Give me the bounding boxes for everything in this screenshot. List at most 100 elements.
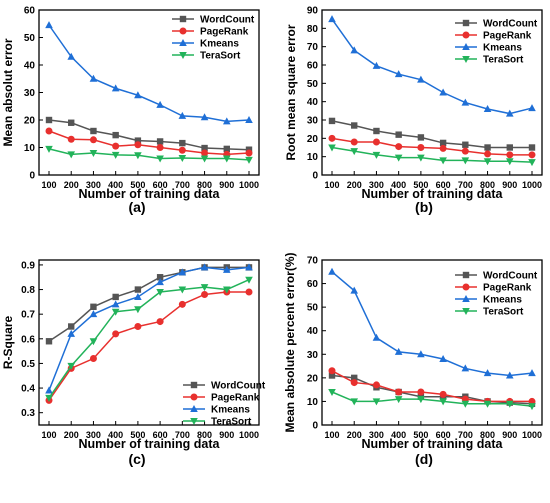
data-point-wordcount — [351, 374, 358, 382]
x-tick-label: 700 — [458, 430, 473, 440]
y-tick-label: 60 — [307, 61, 319, 72]
legend-swatch-marker — [190, 405, 198, 412]
data-point-kmeans — [417, 350, 425, 358]
x-tick-label: 200 — [347, 430, 362, 440]
data-point-wordcount — [134, 137, 142, 144]
data-point-terasort — [439, 398, 447, 406]
data-point-wordcount — [201, 144, 208, 152]
x-tick-label: 600 — [153, 180, 168, 190]
x-tick-label: 400 — [391, 180, 406, 190]
data-point-kmeans — [67, 52, 76, 60]
data-point-wordcount — [179, 139, 186, 147]
data-point-pagerank — [417, 144, 425, 151]
data-point-kmeans — [156, 100, 164, 108]
y-tick-label: 90 — [307, 6, 319, 17]
data-point-wordcount — [68, 323, 75, 330]
legend-label: Kmeans — [211, 405, 250, 416]
data-point-terasort — [372, 151, 381, 159]
data-point-terasort — [45, 145, 53, 153]
data-point-wordcount — [112, 131, 119, 139]
y-tick-label: 70 — [307, 256, 319, 267]
legend-label: TeraSort — [483, 307, 524, 318]
data-point-wordcount — [90, 127, 97, 135]
data-point-kmeans — [134, 292, 142, 300]
data-point-pagerank — [350, 379, 358, 387]
data-point-kmeans — [178, 268, 187, 276]
data-point-pagerank — [178, 146, 186, 154]
x-tick-label: 700 — [175, 180, 190, 190]
x-tick-label: 800 — [480, 430, 495, 440]
data-point-wordcount — [395, 131, 402, 138]
y-axis-label: R-Square — [1, 316, 15, 370]
data-point-pagerank — [134, 141, 142, 149]
x-tick-label: 200 — [347, 180, 362, 190]
data-point-wordcount — [156, 138, 164, 145]
data-point-kmeans — [394, 347, 403, 355]
legend-swatch-marker — [190, 418, 198, 425]
y-tick-label: 30 — [307, 350, 319, 361]
legend-label: TeraSort — [211, 417, 252, 428]
data-point-kmeans — [461, 98, 470, 106]
data-point-terasort — [417, 396, 425, 404]
y-tick-label: 0.5 — [21, 359, 35, 370]
y-tick-label: 20 — [307, 134, 319, 145]
x-tick-label: 800 — [480, 180, 495, 190]
data-point-kmeans — [111, 84, 120, 92]
data-point-kmeans — [45, 21, 53, 29]
data-point-pagerank — [439, 390, 447, 398]
y-tick-label: 50 — [307, 79, 319, 90]
y-tick-label: 0 — [312, 421, 318, 432]
legend-label: PageRank — [200, 27, 249, 38]
data-point-wordcount — [373, 127, 380, 135]
data-point-terasort — [505, 400, 514, 408]
y-tick-label: 40 — [24, 61, 36, 72]
data-point-wordcount — [484, 144, 491, 151]
x-tick-label: 600 — [436, 180, 451, 190]
data-point-terasort — [372, 398, 381, 406]
legend-swatch-marker — [462, 271, 470, 279]
data-point-terasort — [156, 289, 164, 297]
data-point-terasort — [111, 151, 120, 159]
data-point-kmeans — [461, 364, 470, 372]
y-tick-label: 40 — [307, 326, 319, 337]
data-point-terasort — [528, 403, 536, 411]
data-point-terasort — [394, 396, 403, 404]
data-point-pagerank — [350, 138, 358, 146]
series-line-pagerank — [48, 130, 250, 156]
data-point-terasort — [67, 362, 76, 370]
plot-frame — [321, 9, 543, 176]
data-point-kmeans — [372, 333, 381, 341]
data-point-wordcount — [462, 141, 469, 148]
y-tick-label: 0.9 — [21, 260, 35, 271]
x-tick-label: 1000 — [239, 180, 259, 190]
x-tick-label: 400 — [108, 180, 123, 190]
y-tick-label: 10 — [24, 143, 36, 154]
data-point-terasort — [483, 400, 492, 408]
data-point-pagerank — [156, 318, 164, 326]
data-point-kmeans — [528, 104, 536, 112]
series-line-terasort — [48, 279, 250, 399]
x-axis-label: Number of training data — [362, 187, 504, 201]
series-line-pagerank — [331, 370, 532, 403]
legend-swatch-marker — [179, 39, 187, 46]
data-point-pagerank — [178, 300, 186, 308]
series-line-kmeans — [48, 24, 250, 123]
data-point-wordcount — [90, 303, 97, 310]
data-point-kmeans — [200, 263, 209, 271]
x-tick-label: 900 — [219, 430, 234, 440]
y-tick-label: 0.7 — [21, 310, 35, 321]
data-point-terasort — [245, 156, 253, 164]
data-point-kmeans — [328, 15, 336, 23]
x-tick-label: 400 — [108, 430, 123, 440]
y-axis-label: Mean absolute percent error(%) — [283, 252, 297, 432]
data-point-wordcount — [506, 144, 513, 151]
x-tick-label: 500 — [130, 180, 145, 190]
series-line-kmeans — [331, 18, 533, 115]
y-tick-label: 0.3 — [21, 408, 35, 419]
y-tick-label: 0.4 — [21, 384, 35, 395]
data-point-terasort — [528, 159, 536, 167]
data-point-pagerank — [89, 136, 97, 144]
data-point-kmeans — [483, 105, 492, 112]
y-tick-label: 60 — [307, 279, 319, 290]
series-line-terasort — [331, 146, 533, 163]
